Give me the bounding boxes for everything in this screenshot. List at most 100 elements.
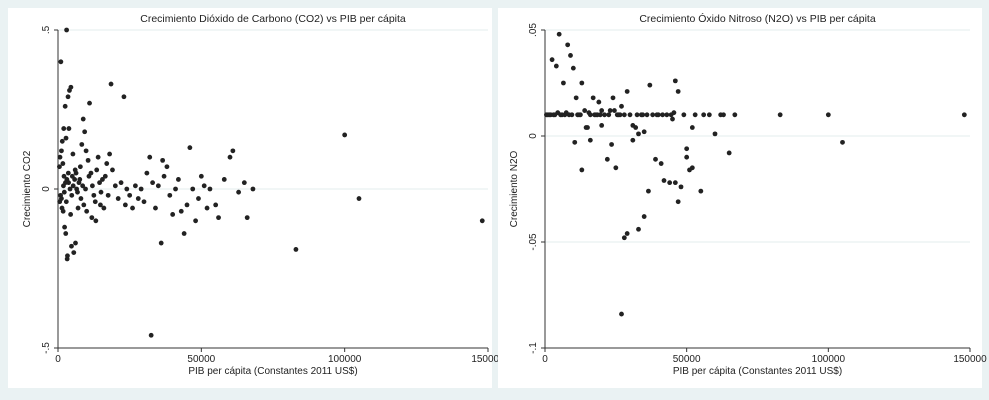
x-tick-label: 150000 [471,354,505,365]
data-point [573,95,579,101]
data-point [654,112,660,118]
data-point [596,99,602,105]
data-point [633,125,639,130]
data-point [112,183,118,189]
data-point [241,180,247,186]
data-point [568,53,573,58]
data-point [61,189,67,195]
data-point [586,110,592,116]
data-point [553,63,559,69]
data-point [726,150,732,156]
data-point [610,95,616,101]
data-point [201,183,207,189]
data-point [250,186,256,192]
data-point [678,184,684,190]
data-point [80,183,86,189]
data-point [549,57,555,63]
data-point [689,125,695,130]
data-point [69,192,75,198]
plot-area-background [498,8,982,388]
y-tick-label: -.1 [528,342,539,354]
ticks: 0 50000 100000 150000-.50.5 [41,25,505,365]
data-point [606,112,612,118]
data-point [636,226,641,232]
data-point [87,100,92,106]
data-point [57,164,62,170]
data-point [64,27,69,33]
data-point [78,196,84,201]
data-point [569,112,575,118]
data-point [701,112,707,118]
data-point [107,151,112,157]
data-point [101,205,107,211]
data-point [161,173,167,179]
data-point [621,112,627,118]
data-point [667,180,673,186]
x-tick-label: 100000 [812,354,846,365]
data-point [213,202,219,208]
data-point [619,103,624,109]
data-point [115,196,121,201]
data-point [170,212,176,217]
data-point [698,188,704,194]
data-point [644,112,650,118]
n2o-scatter-panel: Crecimiento Óxido Nitroso (N2O) vs PIB p… [498,8,987,388]
data-point [572,139,578,145]
data-point [181,231,187,236]
data-point [602,112,607,118]
data-point [675,199,681,205]
data-point [74,186,80,192]
data-point [190,186,196,192]
data-point [67,186,73,192]
data-point [79,142,85,147]
data-point [672,180,678,186]
y-tick-label: .5 [41,25,52,34]
data-point [672,78,678,84]
y-axis-label: Crecimiento CO2 [22,150,33,227]
data-point [98,189,104,195]
data-point [57,154,63,160]
data-point [613,165,619,171]
data-point [84,208,90,214]
data-point [160,157,166,163]
data-point [479,218,485,224]
data-point [597,112,603,118]
data-point [840,139,845,145]
data-point [86,173,92,179]
data-point [692,112,698,118]
data-point [661,178,667,183]
data-point [636,131,641,137]
data-point [570,65,576,71]
data-point [612,108,617,113]
data-point [961,112,967,118]
data-point [150,180,156,186]
x-tick-label: 100000 [328,354,362,365]
data-point [92,199,98,205]
data-point [63,199,69,205]
data-point [68,212,74,217]
data-point [184,202,190,208]
data-point [599,108,605,113]
data-point [66,126,72,131]
x-tick-label: 150000 [953,354,987,365]
data-point [71,250,77,256]
data-point [100,177,105,182]
data-point [556,31,562,37]
y-tick-label: 0 [528,133,539,139]
data-point [604,156,610,162]
data-point [627,112,633,118]
data-point [664,112,670,118]
data-point [660,112,665,118]
data-point [630,137,636,143]
data-point [173,186,178,192]
data-point [732,112,738,118]
data-point [641,129,647,135]
data-point [141,199,147,205]
data-point [178,208,184,214]
data-point [73,240,78,246]
axes [544,30,970,349]
data-point [69,173,75,179]
data-point [561,80,566,86]
data-point [59,205,65,211]
